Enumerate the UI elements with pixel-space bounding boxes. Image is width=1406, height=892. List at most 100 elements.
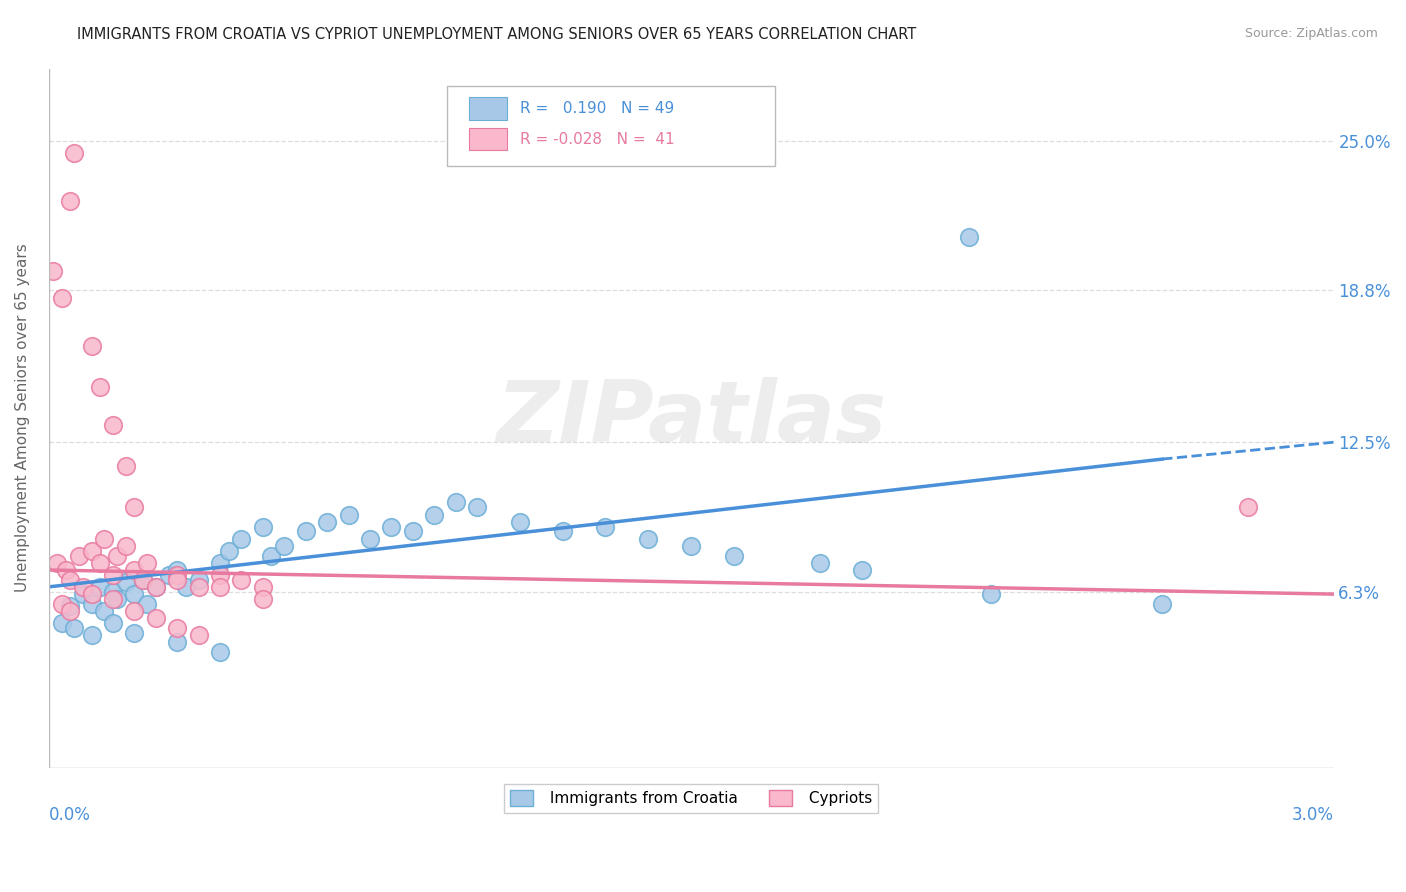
- Bar: [468, 128, 508, 151]
- Point: [136, 556, 159, 570]
- Point: [316, 515, 339, 529]
- Point: [980, 587, 1002, 601]
- Point: [218, 543, 240, 558]
- Point: [67, 549, 90, 563]
- Point: [93, 604, 115, 618]
- Point: [132, 573, 155, 587]
- Point: [209, 556, 232, 570]
- Point: [209, 645, 232, 659]
- Y-axis label: Unemployment Among Seniors over 65 years: Unemployment Among Seniors over 65 years: [15, 244, 30, 592]
- Point: [1152, 597, 1174, 611]
- Point: [124, 625, 146, 640]
- Point: [252, 591, 274, 606]
- Text: R = -0.028   N =  41: R = -0.028 N = 41: [520, 132, 675, 146]
- Point: [89, 556, 111, 570]
- Point: [101, 615, 124, 630]
- Point: [209, 567, 232, 582]
- Point: [509, 515, 531, 529]
- Point: [80, 628, 103, 642]
- Point: [145, 611, 167, 625]
- Point: [595, 519, 617, 533]
- Point: [359, 532, 381, 546]
- Point: [187, 573, 209, 587]
- Point: [105, 591, 128, 606]
- Point: [59, 604, 82, 618]
- FancyBboxPatch shape: [447, 86, 775, 167]
- Point: [637, 532, 659, 546]
- Point: [1237, 500, 1260, 515]
- Point: [337, 508, 360, 522]
- Point: [145, 580, 167, 594]
- Text: ZIPatlas: ZIPatlas: [496, 376, 886, 459]
- Point: [145, 580, 167, 594]
- Point: [187, 580, 209, 594]
- Point: [101, 584, 124, 599]
- Point: [273, 539, 295, 553]
- Point: [187, 628, 209, 642]
- Text: IMMIGRANTS FROM CROATIA VS CYPRIOT UNEMPLOYMENT AMONG SENIORS OVER 65 YEARS CORR: IMMIGRANTS FROM CROATIA VS CYPRIOT UNEMP…: [77, 27, 917, 42]
- Point: [231, 532, 253, 546]
- Point: [465, 500, 488, 515]
- Point: [157, 567, 180, 582]
- Point: [124, 500, 146, 515]
- Point: [114, 539, 136, 553]
- Text: Source: ZipAtlas.com: Source: ZipAtlas.com: [1244, 27, 1378, 40]
- Point: [260, 549, 283, 563]
- Point: [55, 563, 77, 577]
- Point: [166, 567, 188, 582]
- Point: [851, 563, 873, 577]
- Point: [80, 543, 103, 558]
- Text: 3.0%: 3.0%: [1292, 806, 1333, 824]
- Point: [101, 418, 124, 433]
- Point: [959, 230, 981, 244]
- Point: [51, 291, 73, 305]
- Point: [89, 380, 111, 394]
- Point: [423, 508, 446, 522]
- Point: [294, 524, 316, 539]
- Point: [124, 563, 146, 577]
- Point: [105, 549, 128, 563]
- Point: [231, 573, 253, 587]
- Point: [101, 591, 124, 606]
- Point: [46, 556, 69, 570]
- Point: [114, 575, 136, 590]
- Point: [72, 587, 94, 601]
- Point: [380, 519, 402, 533]
- Point: [124, 604, 146, 618]
- Point: [166, 621, 188, 635]
- Point: [89, 580, 111, 594]
- Point: [80, 597, 103, 611]
- Point: [723, 549, 745, 563]
- Point: [252, 580, 274, 594]
- Point: [166, 635, 188, 649]
- Point: [166, 573, 188, 587]
- Point: [93, 532, 115, 546]
- Point: [80, 587, 103, 601]
- Point: [114, 459, 136, 474]
- Point: [42, 264, 65, 278]
- Point: [63, 621, 86, 635]
- Bar: [468, 97, 508, 120]
- Point: [808, 556, 831, 570]
- Point: [72, 580, 94, 594]
- Text: R =   0.190   N = 49: R = 0.190 N = 49: [520, 101, 675, 116]
- Point: [681, 539, 703, 553]
- Point: [166, 563, 188, 577]
- Point: [80, 339, 103, 353]
- Point: [551, 524, 574, 539]
- Point: [209, 580, 232, 594]
- Point: [252, 519, 274, 533]
- Point: [59, 573, 82, 587]
- Point: [174, 580, 197, 594]
- Legend:  Immigrants from Croatia,  Cypriots: Immigrants from Croatia, Cypriots: [503, 784, 879, 813]
- Point: [444, 495, 467, 509]
- Point: [101, 567, 124, 582]
- Point: [59, 599, 82, 614]
- Point: [402, 524, 425, 539]
- Text: 0.0%: 0.0%: [49, 806, 90, 824]
- Point: [132, 573, 155, 587]
- Point: [124, 587, 146, 601]
- Point: [136, 597, 159, 611]
- Point: [51, 615, 73, 630]
- Point: [51, 597, 73, 611]
